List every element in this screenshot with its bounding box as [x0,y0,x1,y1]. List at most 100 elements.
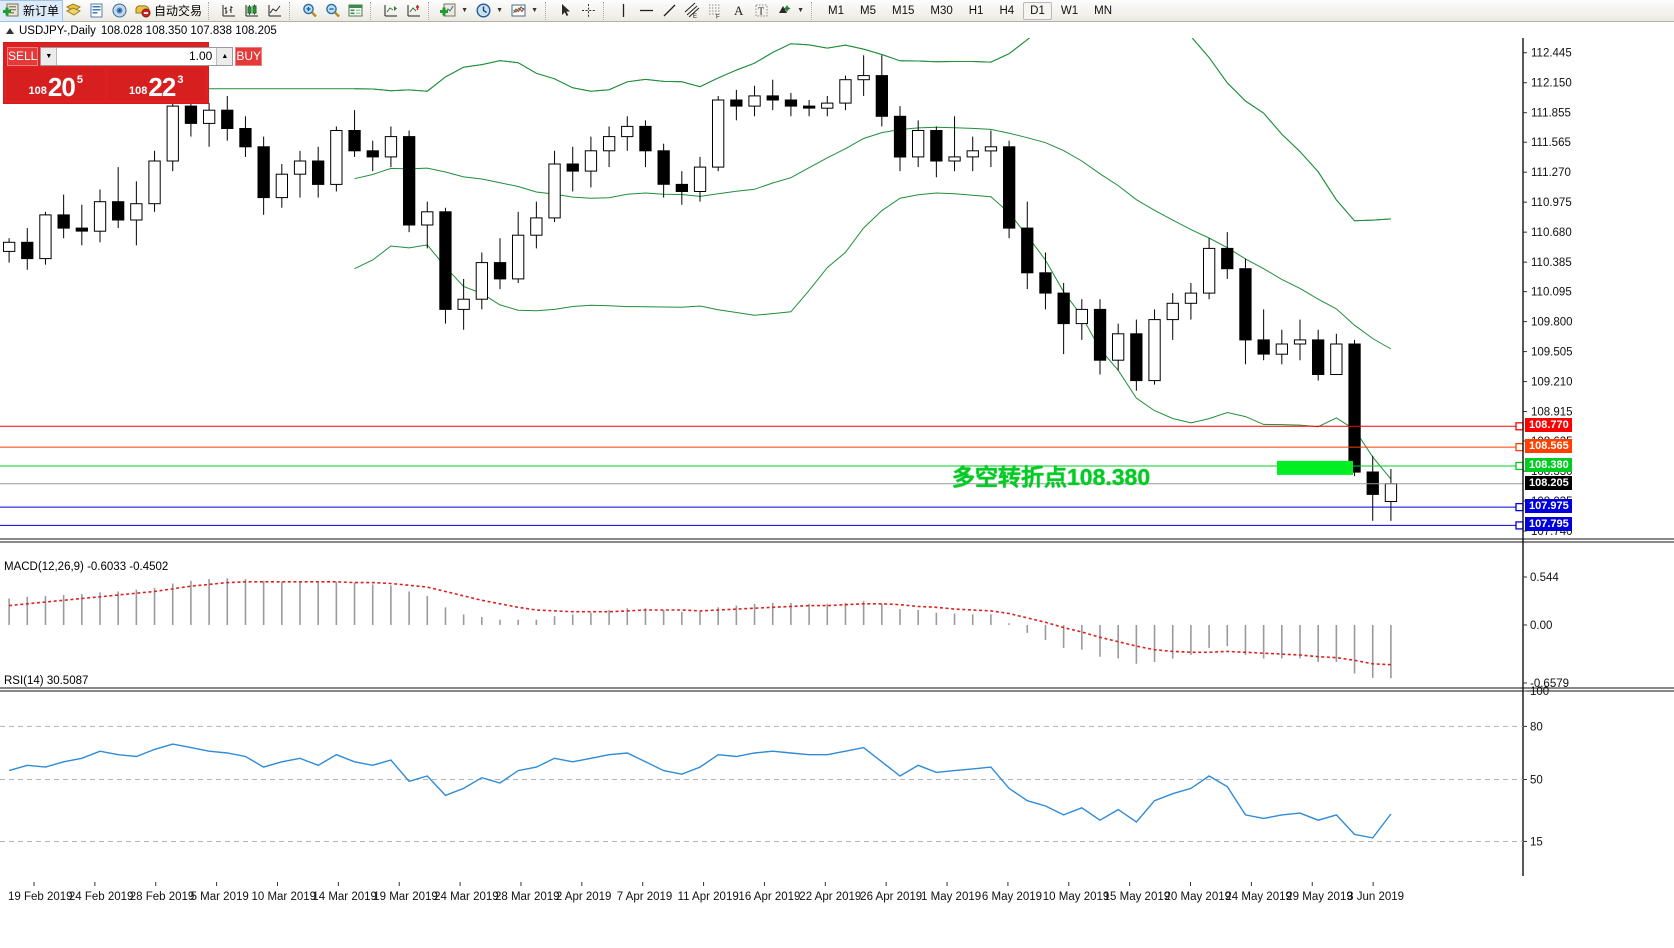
timeframe-h1[interactable]: H1 [968,4,984,17]
svg-text:28 Mar 2019: 28 Mar 2019 [495,891,560,903]
crosshair-button[interactable] [577,1,600,21]
price-label-support-2[interactable]: 107.795 [1525,517,1572,532]
svg-text:10 Mar 2019: 10 Mar 2019 [251,891,316,903]
indicators-button[interactable]: ▼ [437,1,472,21]
timeframe-m5[interactable]: M5 [860,4,876,17]
svg-text:111.565: 111.565 [1531,137,1571,149]
navigator-button[interactable] [108,1,131,21]
price-label-resistance-1[interactable]: 108.770 [1525,418,1572,433]
svg-text:29 May 2019: 29 May 2019 [1286,891,1353,903]
svg-text:19 Mar 2019: 19 Mar 2019 [373,891,438,903]
text-label-icon: T [753,2,770,19]
timeframe-m30[interactable]: M30 [930,4,953,17]
trendline-button[interactable] [658,1,681,21]
svg-text:110.680: 110.680 [1531,227,1572,239]
timeframe-m15[interactable]: M15 [892,4,915,17]
svg-text:112.445: 112.445 [1531,48,1572,60]
chart-area[interactable]: 112.445 112.150 111.855 111.565 111.270 110.9… [0,38,1674,948]
buy-button[interactable]: BUY [235,46,263,66]
fibonacci-button[interactable]: F [704,1,727,21]
period-button[interactable]: ▼ [472,1,507,21]
volume-stepper[interactable]: ▼ ▲ [40,46,234,66]
data-window-icon [347,2,364,19]
text-label-button[interactable]: T [750,1,773,21]
timeframe-w1[interactable]: W1 [1060,4,1079,17]
profiles-icon [65,2,82,19]
hline-icon [638,2,655,19]
navigator-icon [111,2,128,19]
svg-text:110.975: 110.975 [1531,197,1572,209]
text-button[interactable]: A [727,1,750,21]
new-order-icon [3,2,20,19]
chart-shift-icon [382,2,399,19]
timeframe-d1[interactable]: D1 [1023,1,1052,20]
vline-icon [615,2,632,19]
auto-scroll-button[interactable] [402,1,425,21]
arrows-button[interactable]: ▼ [773,1,808,21]
svg-text:0.544: 0.544 [1530,572,1559,584]
zoom-out-button[interactable] [321,1,344,21]
indicators-dropdown-caret[interactable]: ▼ [461,7,468,14]
trendline-icon [661,2,678,19]
templates-dropdown-caret[interactable]: ▼ [531,7,538,14]
data-window-button[interactable] [344,1,367,21]
hline-button[interactable] [635,1,658,21]
equidistant-channel-button[interactable]: E [681,1,704,21]
templates-button[interactable]: ▼ [507,1,542,21]
timeframe-mn[interactable]: MN [1094,4,1112,17]
price-label-support-1[interactable]: 107.975 [1525,499,1572,514]
chart-symbol-label: USDJPY-,Daily [19,24,96,37]
chart-shift-button[interactable] [379,1,402,21]
chart-annotation-text[interactable]: 多空转折点108.380 [952,464,1151,491]
svg-text:24 Mar 2019: 24 Mar 2019 [434,891,499,903]
bar-chart-button[interactable] [217,1,240,21]
svg-text:3 Jun 2019: 3 Jun 2019 [1347,891,1404,903]
profiles-button[interactable] [62,1,85,21]
line-chart-button[interactable] [263,1,286,21]
svg-text:24 May 2019: 24 May 2019 [1225,891,1292,903]
vline-button[interactable] [612,1,635,21]
period-dropdown-caret[interactable]: ▼ [496,7,503,14]
svg-text:-0.6579: -0.6579 [1530,678,1569,690]
svg-text:14 Mar 2019: 14 Mar 2019 [312,891,377,903]
market-watch-button[interactable] [85,1,108,21]
autotrading-icon [134,2,151,19]
svg-text:28 Feb 2019: 28 Feb 2019 [130,891,195,903]
clock-icon [475,2,492,19]
sell-price-tile[interactable]: 108 20 5 [7,68,105,100]
svg-text:110.385: 110.385 [1531,257,1572,269]
cursor-button[interactable] [554,1,577,21]
svg-text:109.210: 109.210 [1531,377,1573,389]
toolbar-separator [370,1,376,20]
macd-indicator-label: MACD(12,26,9) -0.6033 -0.4502 [4,561,169,573]
collapse-triangle-icon[interactable] [6,27,14,34]
sell-button[interactable]: SELL [7,46,39,66]
svg-text:100: 100 [1530,686,1549,698]
svg-text:26 Apr 2019: 26 Apr 2019 [860,891,922,903]
svg-text:2 Apr 2019: 2 Apr 2019 [556,891,612,903]
new-order-button[interactable]: 新订单 [0,0,64,22]
timeframe-h4[interactable]: H4 [999,4,1015,17]
buy-price-fraction: 3 [177,74,184,86]
one-click-trading-panel[interactable]: SELL ▼ ▲ BUY 108 20 5 108 22 3 [3,42,263,104]
candlestick-chart-button[interactable] [240,1,263,21]
sell-price-fraction: 5 [76,74,83,86]
zoom-in-button[interactable] [298,1,321,21]
price-label-pivot[interactable]: 108.380 [1525,457,1572,472]
volume-increase-icon[interactable]: ▲ [216,47,233,65]
svg-text:20 May 2019: 20 May 2019 [1165,891,1232,903]
volume-decrease-icon[interactable]: ▼ [41,47,58,65]
arrows-dropdown-caret[interactable]: ▼ [797,7,804,14]
autotrading-button[interactable]: 自动交易 [131,1,205,21]
chart-ohlc-values: 108.028 108.350 107.838 108.205 [100,24,277,37]
buy-price-tile[interactable]: 108 22 3 [107,68,205,100]
price-label-current-price[interactable]: 108.205 [1525,475,1572,490]
svg-text:6 May 2019: 6 May 2019 [982,891,1042,903]
volume-input[interactable] [57,49,217,63]
svg-text:15 May 2019: 15 May 2019 [1104,891,1171,903]
buy-price-integer: 108 [129,85,148,97]
main-toolbar: 新订单 [0,0,1674,22]
toolbar-separator [208,1,214,20]
timeframe-m1[interactable]: M1 [828,4,845,17]
price-label-resistance-2[interactable]: 108.565 [1525,439,1572,454]
